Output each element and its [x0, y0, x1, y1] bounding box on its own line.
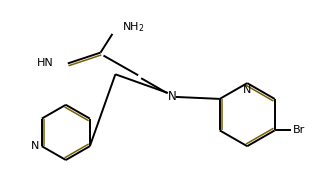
Text: N: N — [30, 141, 39, 151]
Text: N: N — [167, 90, 176, 103]
Text: NH$_2$: NH$_2$ — [122, 20, 145, 34]
Text: Br: Br — [293, 125, 305, 135]
Text: HN: HN — [37, 58, 54, 68]
Text: N: N — [243, 85, 252, 95]
